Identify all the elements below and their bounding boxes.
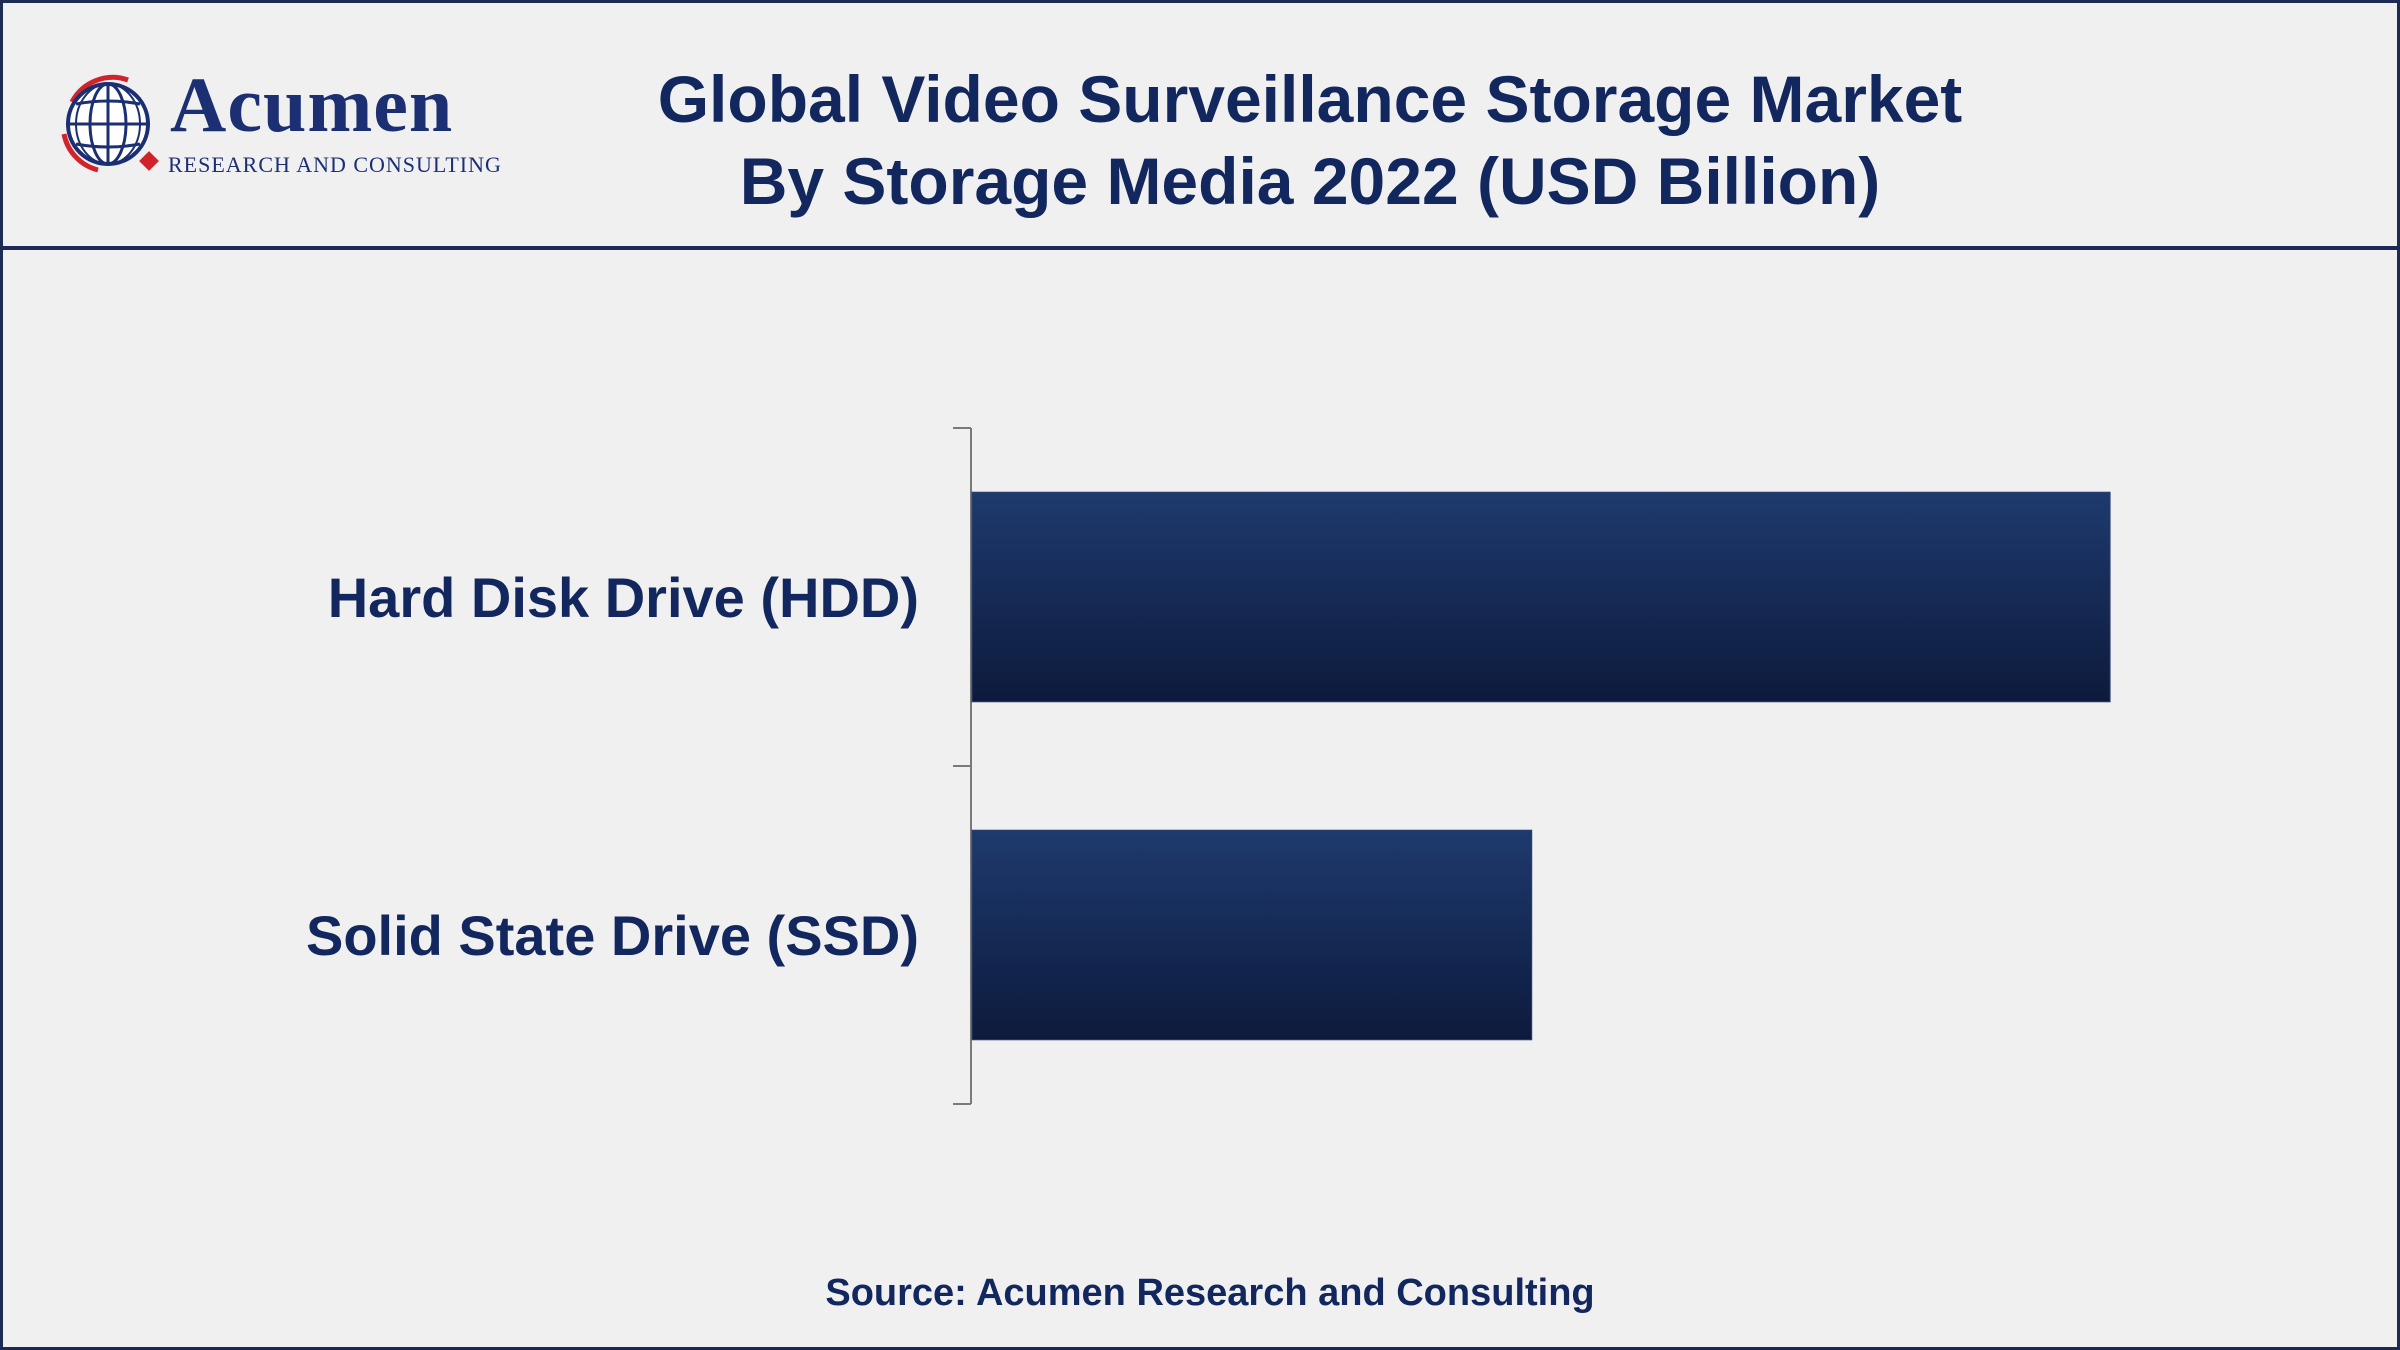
bars (971, 491, 2111, 1041)
title-line-1: Global Video Surveillance Storage Market (657, 62, 1963, 136)
page-title: Global Video Surveillance Storage Market… (560, 58, 2060, 222)
category-label: Hard Disk Drive (HDD) (328, 566, 919, 629)
header: Acumen RESEARCH AND CONSULTING Global Vi… (0, 0, 2400, 250)
bar (971, 491, 2111, 703)
bar (971, 829, 1533, 1041)
title-line-2: By Storage Media 2022 (USD Billion) (739, 144, 1881, 218)
globe-icon (61, 74, 159, 173)
category-label: Solid State Drive (SSD) (306, 904, 919, 967)
category-labels: Hard Disk Drive (HDD) Solid State Drive (… (306, 566, 919, 967)
logo-subtitle: RESEARCH AND CONSULTING (168, 152, 502, 177)
acumen-logo: Acumen RESEARCH AND CONSULTING (58, 64, 508, 184)
source-note: Source: Acumen Research and Consulting (825, 1272, 1595, 1314)
category-axis (953, 427, 972, 1105)
logo-name: Acumen (170, 61, 454, 148)
